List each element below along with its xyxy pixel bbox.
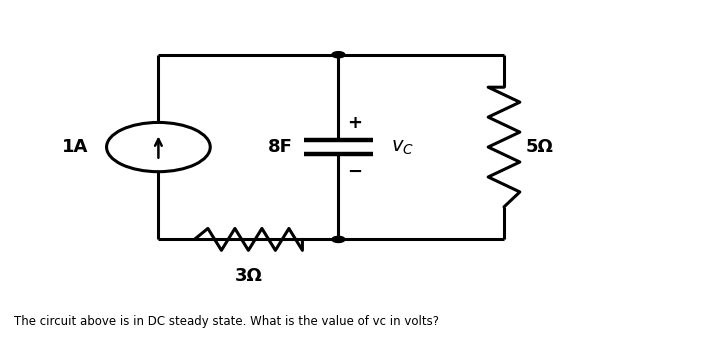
- Text: $v_C$: $v_C$: [391, 137, 414, 157]
- Circle shape: [332, 236, 345, 242]
- Text: −: −: [347, 162, 362, 181]
- Text: 3Ω: 3Ω: [235, 267, 262, 285]
- Text: The circuit above is in DC steady state. What is the value of vᴄ in volts?: The circuit above is in DC steady state.…: [14, 315, 439, 328]
- Circle shape: [332, 52, 345, 58]
- Text: +: +: [347, 114, 362, 132]
- Text: 8F: 8F: [268, 138, 293, 156]
- Text: 5Ω: 5Ω: [526, 138, 554, 156]
- Text: 1A: 1A: [62, 138, 89, 156]
